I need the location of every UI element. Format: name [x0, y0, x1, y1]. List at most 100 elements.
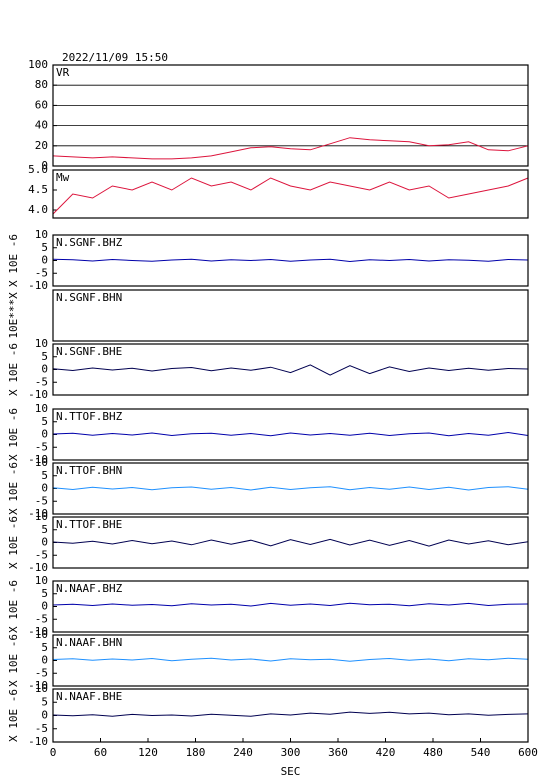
panel-frame: [52, 234, 529, 287]
panel-label: N.TTOF.BHE: [56, 518, 122, 531]
y-tick-label: 5: [41, 241, 48, 254]
y-tick-label: 5.0: [28, 163, 48, 176]
y-tick-label: -10: [28, 388, 48, 401]
y-tick-label: -5: [35, 440, 48, 453]
y-tick-label: -5: [35, 548, 48, 561]
y-tick-label: 40: [35, 119, 48, 132]
y-tick-label: -5: [35, 666, 48, 679]
panel-label: N.SGNF.BHZ: [56, 236, 123, 249]
y-axis-label: X 10E -6: [7, 234, 20, 287]
y-tick-label: 10: [35, 337, 48, 350]
y-tick-label: 80: [35, 78, 48, 91]
x-tick-label: 540: [471, 746, 491, 759]
x-tick-label: 360: [328, 746, 348, 759]
y-tick-label: 0: [41, 536, 48, 549]
y-tick-label: 4.5: [28, 183, 48, 196]
panel-label: N.NAAF.BHN: [56, 636, 122, 649]
panel-label: N.TTOF.BHN: [56, 464, 122, 477]
data-line: [52, 602, 529, 607]
y-tick-label: 5: [41, 587, 48, 600]
panel-frame: [52, 580, 529, 633]
y-tick-label: -10: [28, 625, 48, 638]
data-line: [52, 486, 529, 491]
y-tick-label: 10: [35, 574, 48, 587]
y-tick-label: 0: [41, 600, 48, 613]
panel-label: N.NAAF.BHE: [56, 690, 122, 703]
panel-frame: [52, 64, 529, 167]
x-tick-label: 120: [138, 746, 158, 759]
panel-label: N.NAAF.BHZ: [56, 582, 123, 595]
panel-label: N.TTOF.BHZ: [56, 410, 123, 423]
data-line: [52, 538, 529, 547]
y-tick-label: 4.0: [28, 203, 48, 216]
y-tick-label: 5: [41, 350, 48, 363]
y-axis-label: X 10E -6: [7, 580, 20, 633]
y-tick-label: 0: [41, 159, 48, 172]
y-tick-label: 5: [41, 523, 48, 536]
y-tick-label: -10: [28, 453, 48, 466]
y-axis-label: 10E***X: [7, 292, 20, 339]
y-axis-label: X 10E -6: [7, 634, 20, 687]
y-tick-label: 0: [41, 254, 48, 267]
y-tick-label: 60: [35, 98, 48, 111]
x-tick-label: 420: [376, 746, 396, 759]
y-tick-label: -5: [35, 612, 48, 625]
panel-label: Mw: [56, 171, 70, 184]
x-tick-label: 240: [233, 746, 253, 759]
data-line: [52, 258, 529, 263]
chart-title: 2022/11/09 15:50: [62, 51, 168, 64]
y-tick-label: 10: [35, 682, 48, 695]
y-tick-label: 0: [41, 654, 48, 667]
y-tick-label: 10: [35, 456, 48, 469]
panel-frame: [52, 408, 529, 461]
data-line: [52, 177, 529, 215]
y-tick-label: 10: [35, 402, 48, 415]
y-tick-label: 10: [35, 510, 48, 523]
y-tick-label: -10: [28, 735, 48, 748]
y-tick-label: 5: [41, 469, 48, 482]
x-tick-label: 0: [50, 746, 57, 759]
y-tick-label: -5: [35, 266, 48, 279]
y-axis-label: X 10E -6: [7, 462, 20, 515]
x-tick-label: 600: [518, 746, 538, 759]
y-tick-label: 0: [41, 709, 48, 722]
y-tick-label: -10: [28, 679, 48, 692]
x-axis-label: SEC: [281, 765, 301, 778]
y-axis-label: X 10E -6: [7, 408, 20, 461]
x-tick-label: 180: [186, 746, 206, 759]
y-tick-label: -5: [35, 494, 48, 507]
y-axis-label: X 10E -6: [7, 343, 20, 396]
panel-frame: [52, 634, 529, 687]
panel-label: VR: [56, 66, 70, 79]
panel-frame: [52, 462, 529, 515]
panel-frame: [52, 343, 529, 396]
panel-frame: [52, 289, 529, 342]
y-tick-label: -10: [28, 507, 48, 520]
panel-frame: [52, 169, 529, 219]
y-tick-label: -10: [28, 279, 48, 292]
y-tick-label: 10: [35, 628, 48, 641]
y-tick-label: 20: [35, 139, 48, 152]
data-line: [52, 657, 529, 662]
y-tick-label: 5: [41, 695, 48, 708]
panel-frame: [52, 516, 529, 569]
panel-label: N.SGNF.BHE: [56, 345, 122, 358]
data-line: [52, 137, 529, 160]
x-tick-label: 60: [94, 746, 107, 759]
data-line: [52, 364, 529, 376]
x-tick-label: 300: [281, 746, 301, 759]
y-tick-label: 5: [41, 641, 48, 654]
y-tick-label: 0: [41, 482, 48, 495]
y-tick-label: 100: [28, 58, 48, 71]
y-tick-label: 0: [41, 363, 48, 376]
y-tick-label: 5: [41, 415, 48, 428]
y-tick-label: -5: [35, 375, 48, 388]
y-tick-label: -10: [28, 561, 48, 574]
y-axis-label: X 10E -6: [7, 689, 20, 742]
y-axis-label: X 10E -6: [7, 516, 20, 569]
data-line: [52, 431, 529, 437]
panel-label: N.SGNF.BHN: [56, 291, 122, 304]
x-tick-label: 480: [423, 746, 443, 759]
